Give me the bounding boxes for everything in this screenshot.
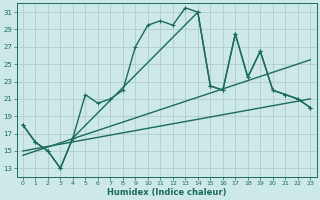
X-axis label: Humidex (Indice chaleur): Humidex (Indice chaleur) (107, 188, 226, 197)
